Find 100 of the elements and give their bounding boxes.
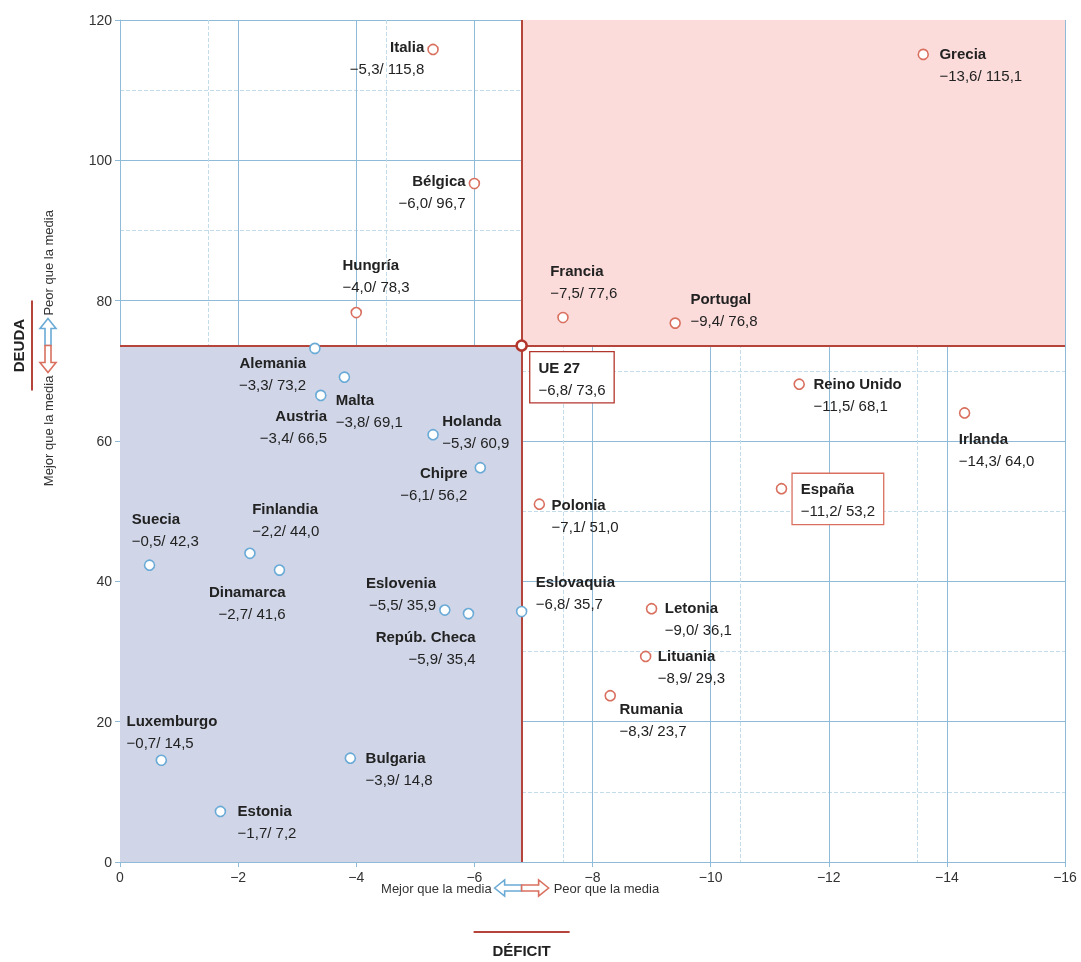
series-label: Lituania bbox=[657, 647, 717, 665]
point bbox=[533, 498, 546, 510]
y-tick-label: 20 bbox=[96, 713, 113, 730]
point bbox=[344, 752, 357, 764]
point bbox=[439, 604, 451, 616]
series-label: Italia bbox=[390, 38, 425, 56]
data-label: −2,7/ 41,6 bbox=[218, 604, 286, 622]
y-tick-label: 120 bbox=[88, 12, 113, 28]
series-label: Eslovenia bbox=[366, 573, 437, 591]
text: Mejor que la media bbox=[40, 374, 56, 487]
point bbox=[143, 559, 156, 571]
data-label: −6,0/ 96,7 bbox=[398, 194, 466, 212]
point bbox=[557, 311, 569, 324]
data-label: −3,9/ 14,8 bbox=[365, 770, 433, 788]
point bbox=[468, 177, 481, 190]
data-label: −5,3/ 60,9 bbox=[442, 434, 510, 452]
point bbox=[350, 306, 363, 319]
data-label: −11,5/ 68,1 bbox=[813, 396, 888, 414]
point bbox=[244, 547, 256, 560]
x-tick-label: −4 bbox=[348, 869, 365, 885]
point bbox=[775, 482, 788, 495]
text: Luxemburgo bbox=[126, 711, 218, 729]
point bbox=[427, 428, 439, 441]
data-label: −7,1/ 51,0 bbox=[551, 517, 619, 535]
data-label: −9,0/ 36,1 bbox=[664, 621, 732, 639]
text: Francia bbox=[550, 262, 605, 280]
x-tick-label: −10 bbox=[698, 869, 723, 885]
point bbox=[315, 389, 327, 402]
point bbox=[309, 342, 321, 355]
point bbox=[273, 564, 286, 576]
point bbox=[515, 605, 528, 618]
data-label: −0,7/ 14,5 bbox=[126, 733, 194, 751]
point bbox=[214, 805, 227, 818]
point bbox=[669, 317, 681, 329]
point bbox=[645, 602, 658, 615]
series-label: Letonia bbox=[664, 599, 719, 617]
y-tick-label: 80 bbox=[96, 292, 113, 309]
point bbox=[515, 339, 528, 352]
data-label: −3,8/ 69,1 bbox=[335, 412, 403, 430]
series-label: Portugal bbox=[690, 289, 752, 307]
data-label: −2,2/ 44,0 bbox=[252, 521, 320, 539]
y-axis-title: DEUDA bbox=[9, 318, 27, 373]
data-label: −3,3/ 73,2 bbox=[238, 376, 307, 394]
series-label: Rumania bbox=[619, 700, 684, 718]
point bbox=[427, 43, 439, 56]
x-axis-title: DÉFICIT bbox=[492, 941, 551, 959]
data-label: −8,9/ 29,3 bbox=[657, 669, 726, 687]
data-label: −0,5/ 42,3 bbox=[131, 531, 199, 549]
data-label: −6,8/ 73,6 bbox=[538, 380, 606, 398]
x-tick-label: −6 bbox=[466, 869, 483, 885]
data-label: −8,3/ 23,7 bbox=[619, 722, 687, 740]
series-label: Estonia bbox=[237, 802, 293, 820]
data-label: −1,7/ 7,2 bbox=[237, 824, 297, 842]
data-label: −6,8/ 35,7 bbox=[535, 595, 603, 613]
data-label: −11,2/ 53,2 bbox=[800, 502, 876, 520]
series-label: Irlanda bbox=[958, 429, 1009, 447]
series-label: Grecia bbox=[939, 45, 987, 63]
series-label: España bbox=[800, 480, 855, 498]
x-tick-label: −8 bbox=[584, 869, 601, 885]
point bbox=[958, 407, 971, 419]
series-label: Bulgaria bbox=[365, 748, 427, 766]
data-label: −5,9/ 35,4 bbox=[408, 650, 476, 668]
series-label: UE 27 bbox=[538, 358, 581, 376]
series-label: Reino Unido bbox=[813, 374, 902, 392]
point bbox=[338, 371, 351, 383]
y-tick-label: 100 bbox=[88, 152, 113, 169]
data-label: −5,3/ 115,8 bbox=[349, 60, 425, 78]
data-label: −7,5/ 77,6 bbox=[550, 284, 618, 302]
data-label: −3,4/ 66,5 bbox=[259, 429, 328, 447]
x-tick-label: 0 bbox=[116, 869, 125, 885]
text: Hungría bbox=[342, 256, 400, 274]
series-label: Holanda bbox=[442, 412, 503, 430]
x-tick-label: −12 bbox=[816, 869, 841, 885]
series-label: Chipre bbox=[419, 464, 468, 482]
point bbox=[639, 650, 652, 663]
point bbox=[155, 754, 168, 767]
series-label: Dinamarca bbox=[208, 582, 287, 600]
series-label: Malta bbox=[335, 390, 375, 408]
data-label: −4,0/ 78,3 bbox=[342, 278, 410, 296]
point bbox=[474, 461, 487, 474]
series-label: Eslovaquia bbox=[535, 573, 616, 591]
point bbox=[793, 378, 806, 390]
y-tick-label: 0 bbox=[104, 854, 113, 870]
y-tick-label: 40 bbox=[96, 573, 113, 590]
data-label: −5,5/ 35,9 bbox=[368, 595, 437, 613]
text: Peor que la media bbox=[40, 209, 56, 316]
series-label: Alemania bbox=[239, 354, 307, 372]
text: Finlandia bbox=[252, 499, 319, 517]
point bbox=[462, 607, 475, 620]
x-tick-label: −2 bbox=[230, 869, 247, 885]
series-label: Polonia bbox=[551, 495, 607, 513]
point bbox=[917, 48, 930, 61]
data-label: −9,4/ 76,8 bbox=[690, 311, 758, 329]
x-tick-label: −14 bbox=[935, 869, 959, 885]
text: Suecia bbox=[131, 509, 181, 527]
data-label: −6,1/ 56,2 bbox=[400, 486, 468, 504]
series-label: Austria bbox=[275, 407, 328, 425]
series-label: Repúb. Checa bbox=[375, 628, 477, 646]
data-label: −14,3/ 64,0 bbox=[958, 451, 1035, 469]
point bbox=[604, 689, 617, 702]
